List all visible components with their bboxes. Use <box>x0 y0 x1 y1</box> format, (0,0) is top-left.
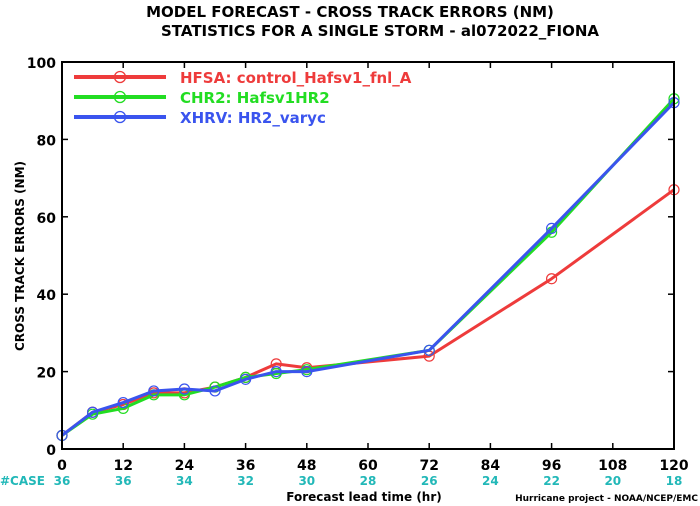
data-point <box>240 373 252 385</box>
series-line-1 <box>61 97 676 437</box>
x-tick-label: 0 <box>57 458 67 474</box>
y-tick-label: 60 <box>37 211 57 227</box>
x-tick-label: 12 <box>113 458 132 474</box>
case-count: 32 <box>237 474 254 488</box>
data-point <box>178 383 190 395</box>
case-count: 24 <box>482 474 499 488</box>
case-count: 34 <box>176 474 193 488</box>
case-count: 30 <box>298 474 315 488</box>
case-count: 18 <box>666 474 683 488</box>
data-point <box>270 366 282 378</box>
data-point <box>86 406 99 418</box>
data-point <box>423 344 435 356</box>
series-line-0 <box>61 188 675 437</box>
y-axis-label: CROSS TRACK ERRORS (NM) <box>13 161 27 351</box>
legend-label-2: XHRV: HR2_varyc <box>180 109 326 127</box>
case-count: 36 <box>54 474 71 488</box>
legend-marker <box>113 90 127 104</box>
data-point <box>301 366 313 378</box>
legend-marker <box>113 70 127 84</box>
x-tick-label: 108 <box>598 458 627 474</box>
data-point <box>209 385 221 397</box>
case-count: 20 <box>604 474 621 488</box>
x-tick-label: 24 <box>175 458 195 474</box>
chart-title-line2: STATISTICS FOR A SINGLE STORM - al072022… <box>161 22 599 40</box>
data-point <box>148 385 160 397</box>
legend: HFSA: control_Hafsv1_fnl_A CHR2: Hafsv1HR… <box>74 69 412 127</box>
case-count: 36 <box>115 474 132 488</box>
case-count: 22 <box>543 474 560 488</box>
axis-ticks: 0 12 24 36 48 60 72 84 96 108 120 0 20 40 60 80 100 <box>27 56 689 474</box>
legend-label-0: HFSA: control_Hafsv1_fnl_A <box>180 69 412 87</box>
x-axis-label: Forecast lead time (hr) <box>286 490 442 504</box>
case-count-label: #CASE <box>0 474 45 488</box>
x-tick-label: 72 <box>419 458 438 474</box>
x-tick-label: 36 <box>236 458 255 474</box>
x-tick-label: 60 <box>358 458 378 474</box>
data-point <box>117 396 129 409</box>
x-tick-label: 84 <box>481 458 501 474</box>
y-tick-label: 80 <box>37 133 57 149</box>
case-counts: 36 36 34 32 30 28 26 24 22 20 18 <box>54 474 683 488</box>
case-count: 28 <box>360 474 377 488</box>
chart-title-line1: MODEL FORECAST - CROSS TRACK ERRORS (NM) <box>146 3 554 21</box>
x-tick-label: 120 <box>659 458 688 474</box>
y-tick-label: 40 <box>37 288 57 304</box>
series-layer <box>56 93 680 442</box>
x-tick-label: 96 <box>542 458 561 474</box>
legend-label-1: CHR2: Hafsv1HR2 <box>180 89 330 107</box>
y-tick-label: 20 <box>37 366 57 382</box>
y-tick-label: 100 <box>27 56 56 72</box>
credit-text: Hurricane project - NOAA/NCEP/EMC <box>515 494 698 504</box>
x-tick-label: 48 <box>297 458 316 474</box>
y-tick-label: 0 <box>46 443 56 459</box>
data-point <box>545 222 558 235</box>
data-point <box>545 273 558 285</box>
legend-marker <box>113 110 127 124</box>
case-count: 26 <box>421 474 438 488</box>
